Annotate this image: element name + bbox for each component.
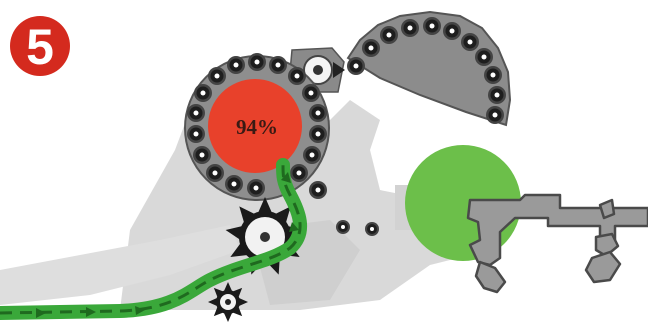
small-star-wheel-icon [208,282,248,322]
drawbar-frame [466,193,648,294]
tailgate-sector [346,10,512,127]
bale-density-percent: 94% [236,115,278,139]
step-number: 5 [26,19,54,75]
step-badge: 5 [10,16,70,76]
crop-flow-path [0,158,308,320]
bale-density-indicator [208,79,302,173]
